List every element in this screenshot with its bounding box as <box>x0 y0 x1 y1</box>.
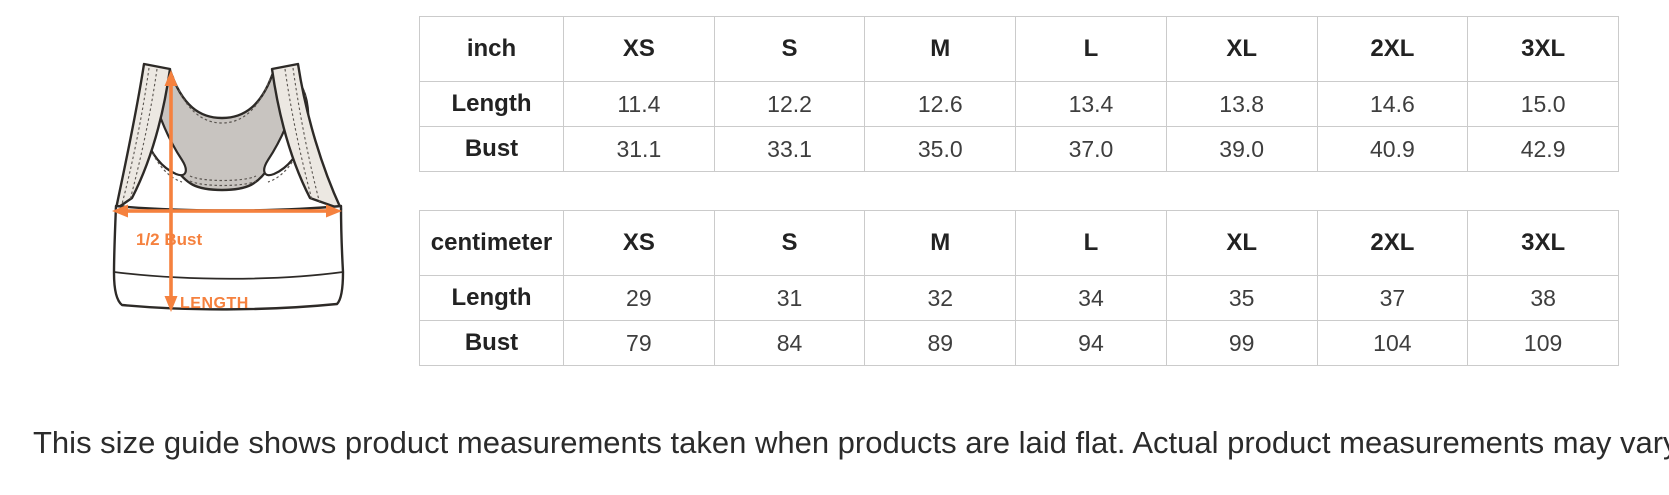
size-header-cell: 3XL <box>1467 210 1619 276</box>
value-cell: 79 <box>563 320 715 366</box>
band-seam <box>113 271 344 280</box>
right-strap <box>270 62 343 211</box>
size-header-cell: 2XL <box>1316 16 1469 82</box>
size-header-cell: 3XL <box>1467 16 1619 82</box>
value-cell: 31 <box>713 275 866 321</box>
size-header-cell: S <box>713 16 866 82</box>
row-label-cell: Length <box>419 81 564 127</box>
row-label-cell: Bust <box>419 320 564 366</box>
value-cell: 37.0 <box>1015 126 1167 172</box>
size-header-cell: L <box>1015 210 1167 276</box>
size-table-header-row: inch XS S M L XL 2XL 3XL <box>419 16 1619 82</box>
value-cell: 31.1 <box>563 126 715 172</box>
sports-bra-diagram: 1/2 Bust LENGTH <box>112 62 345 312</box>
value-cell: 13.4 <box>1015 81 1167 127</box>
value-cell: 12.2 <box>713 81 866 127</box>
size-diagram: 1/2 Bust LENGTH <box>86 58 352 320</box>
value-cell: 89 <box>864 320 1017 366</box>
left-strap-stitch <box>129 68 158 201</box>
value-cell: 99 <box>1165 320 1318 366</box>
unit-header-cell: inch <box>419 16 564 82</box>
size-guide-note: This size guide shows product measuremen… <box>33 425 1669 460</box>
size-header-cell: XL <box>1165 16 1318 82</box>
size-table-centimeter-head: centimeter XS S M L XL 2XL 3XL <box>419 210 1619 276</box>
racerback-band-stitch <box>189 180 257 187</box>
size-header-cell: XL <box>1165 210 1318 276</box>
size-header-cell: L <box>1015 16 1167 82</box>
value-cell: 35.0 <box>864 126 1017 172</box>
size-table-row: Bust 31.1 33.1 35.0 37.0 39.0 40.9 42.9 <box>419 126 1619 172</box>
size-table-row: Length 11.4 12.2 12.6 13.4 13.8 14.6 15.0 <box>419 81 1619 127</box>
size-header-cell: M <box>864 210 1017 276</box>
length-label: LENGTH <box>180 295 249 312</box>
value-cell: 14.6 <box>1316 81 1469 127</box>
size-table-centimeter: centimeter XS S M L XL 2XL 3XL Length 29 31 32 34 35… <box>419 210 1619 366</box>
bust-arrow <box>112 204 342 218</box>
size-header-cell: XS <box>563 210 715 276</box>
size-table-inch: inch XS S M L XL 2XL 3XL Length 11.4 12.2 12.6 13.4… <box>419 16 1619 172</box>
value-cell: 32 <box>864 275 1017 321</box>
size-table-row: Bust 79 84 89 94 99 104 109 <box>419 320 1619 366</box>
value-cell: 12.6 <box>864 81 1017 127</box>
racerback-band-stitch <box>189 175 257 182</box>
size-table-header-row: centimeter XS S M L XL 2XL 3XL <box>419 210 1619 276</box>
value-cell: 13.8 <box>1165 81 1318 127</box>
value-cell: 109 <box>1467 320 1619 366</box>
value-cell: 37 <box>1316 275 1469 321</box>
value-cell: 33.1 <box>713 126 866 172</box>
value-cell: 104 <box>1316 320 1469 366</box>
unit-header-cell: centimeter <box>419 210 564 276</box>
left-strap-stitch <box>121 67 150 205</box>
value-cell: 29 <box>563 275 715 321</box>
value-cell: 42.9 <box>1467 126 1619 172</box>
value-cell: 84 <box>713 320 866 366</box>
size-header-cell: M <box>864 16 1017 82</box>
right-strap-stitch <box>284 68 313 201</box>
size-header-cell: XS <box>563 16 715 82</box>
value-cell: 11.4 <box>563 81 715 127</box>
value-cell: 94 <box>1015 320 1167 366</box>
size-table-inch-body: Length 11.4 12.2 12.6 13.4 13.8 14.6 15.0 Bust 31… <box>419 81 1619 172</box>
size-table-centimeter-body: Length 29 31 32 34 35 37 38 Bust 79 84 89 94 99 104 109 <box>419 275 1619 366</box>
value-cell: 34 <box>1015 275 1167 321</box>
row-label-cell: Length <box>419 275 564 321</box>
size-table-inch-head: inch XS S M L XL 2XL 3XL <box>419 16 1619 82</box>
length-arrow <box>164 70 178 312</box>
value-cell: 15.0 <box>1467 81 1619 127</box>
bust-label: 1/2 Bust <box>136 230 202 249</box>
bra-front-body <box>112 204 345 311</box>
value-cell: 40.9 <box>1316 126 1469 172</box>
value-cell: 39.0 <box>1165 126 1318 172</box>
right-strap-stitch <box>292 67 321 205</box>
value-cell: 38 <box>1467 275 1619 321</box>
size-tables: inch XS S M L XL 2XL 3XL Length 11.4 12.2 12.6 13.4… <box>419 16 1619 366</box>
row-label-cell: Bust <box>419 126 564 172</box>
value-cell: 35 <box>1165 275 1318 321</box>
size-header-cell: 2XL <box>1316 210 1469 276</box>
neckline-stitch <box>172 75 272 124</box>
size-table-row: Length 29 31 32 34 35 37 38 <box>419 275 1619 321</box>
size-header-cell: S <box>713 210 866 276</box>
